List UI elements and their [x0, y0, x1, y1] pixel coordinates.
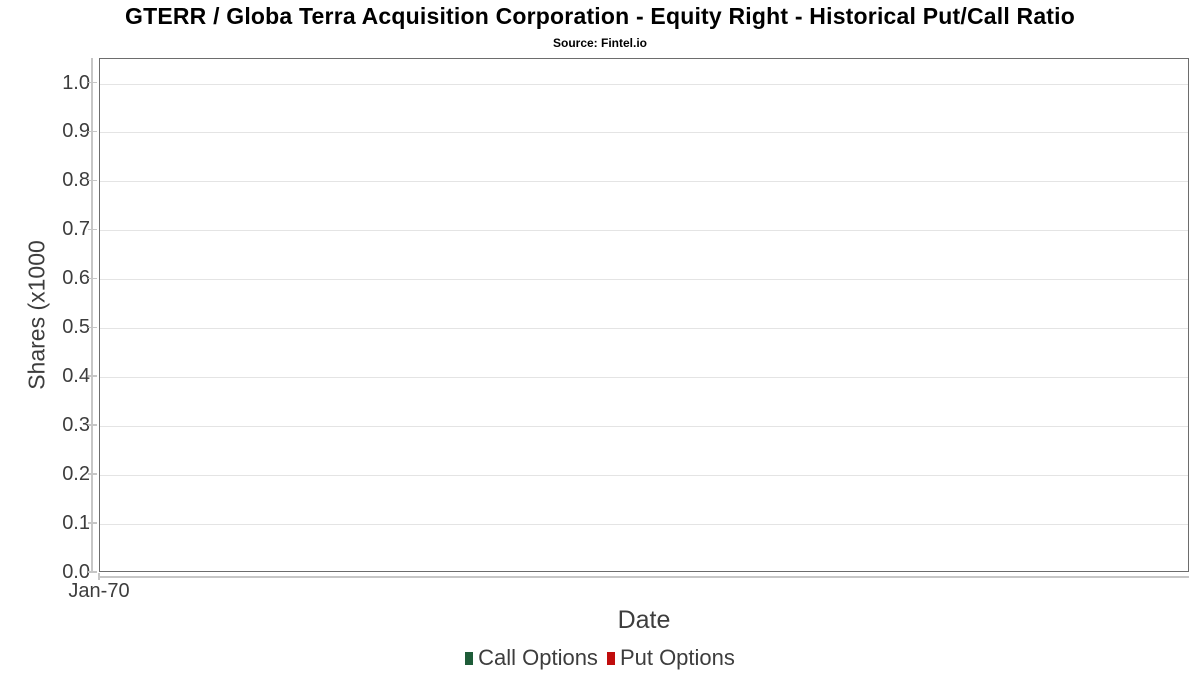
x-tick-mark — [98, 573, 100, 580]
y-tick-label-0.1: 0.1 — [62, 512, 90, 534]
legend-item-put-options[interactable]: Put Options — [606, 645, 735, 671]
gridline-y-0.1 — [100, 524, 1188, 525]
gridline-y-0.8 — [100, 181, 1188, 183]
gridline-y-0.3 — [100, 426, 1188, 428]
legend-item-call-options[interactable]: Call Options — [465, 645, 598, 671]
gridline-y-1.0 — [100, 83, 1188, 85]
gridline-y-0.9 — [100, 132, 1188, 134]
chart-legend: Call Options Put Options — [0, 645, 1200, 671]
y-tick-label-0.4: 0.4 — [62, 365, 90, 388]
y-tick-mark — [88, 179, 97, 182]
y-axis-tick-rail — [91, 58, 93, 572]
legend-marker-icon — [465, 651, 474, 665]
y-tick-label-0.9: 0.9 — [62, 120, 90, 143]
legend-label: Put Options — [619, 645, 735, 670]
y-tick-mark — [88, 228, 97, 231]
gridline-y-0.7 — [100, 230, 1188, 232]
y-tick-mark — [88, 81, 97, 84]
y-tick-label-1.0: 1.0 — [62, 71, 90, 94]
gridline-y-0.5 — [100, 328, 1188, 330]
y-tick-mark — [88, 522, 97, 524]
y-tick-label-0.3: 0.3 — [62, 414, 90, 437]
gridline-y-0.6 — [100, 279, 1188, 281]
legend-marker-icon — [606, 651, 615, 665]
chart-source-subtitle: Source: Fintel.io — [552, 36, 647, 50]
y-tick-label-0.0: 0.0 — [62, 561, 90, 583]
y-tick-label-0.8: 0.8 — [62, 169, 90, 192]
x-axis-label: Date — [617, 606, 671, 634]
y-tick-mark — [88, 375, 97, 377]
gridline-y-0.4 — [100, 377, 1188, 379]
y-tick-mark — [88, 571, 97, 573]
y-tick-label-0.6: 0.6 — [62, 267, 90, 290]
y-tick-label-0.5: 0.5 — [62, 316, 90, 339]
x-axis-tick-rail — [99, 576, 1189, 578]
legend-label: Call Options — [478, 645, 598, 670]
x-tick-label-Jan-70: Jan-70 — [68, 580, 130, 602]
chart-title: GTERR / Globa Terra Acquisition Corporat… — [124, 3, 1076, 29]
plot-area — [99, 58, 1189, 572]
y-tick-mark — [88, 326, 97, 328]
y-tick-mark — [88, 277, 97, 279]
y-tick-label-0.2: 0.2 — [62, 463, 90, 486]
y-tick-mark — [88, 130, 97, 133]
y-tick-label-0.7: 0.7 — [62, 218, 90, 241]
y-tick-mark — [88, 424, 97, 426]
gridline-y-0.2 — [100, 475, 1188, 477]
y-tick-mark — [88, 473, 97, 475]
